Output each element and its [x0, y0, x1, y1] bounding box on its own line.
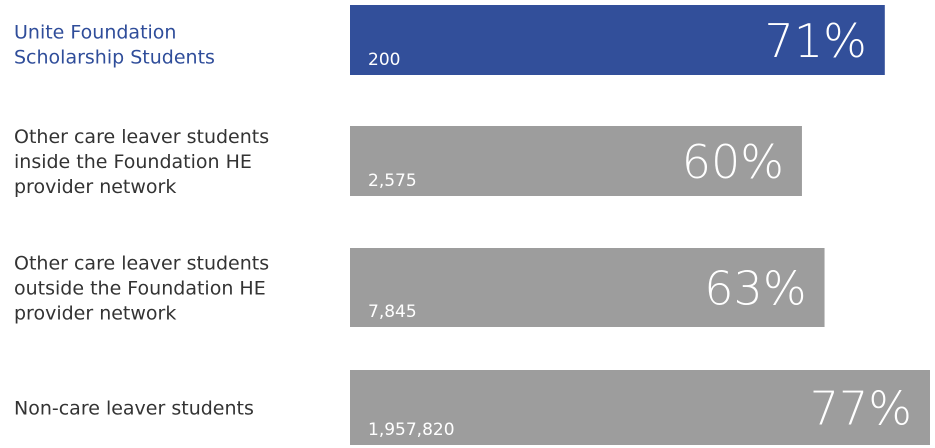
category-label: Scholarship Students — [14, 47, 215, 69]
bar — [350, 126, 802, 196]
category-label: Unite Foundation — [14, 22, 176, 44]
count-label: 1,957,820 — [368, 420, 455, 440]
bar — [350, 5, 885, 75]
value-label: 63% — [704, 262, 806, 316]
count-label: 2,575 — [368, 171, 417, 191]
category-label: Non-care leaver students — [14, 398, 254, 420]
value-label: 60% — [682, 135, 784, 189]
category-label: provider network — [14, 303, 176, 325]
category-label: Other care leaver students — [14, 253, 269, 275]
category-label: provider network — [14, 176, 176, 198]
value-label: 77% — [810, 382, 912, 436]
value-label: 71% — [765, 14, 867, 68]
bar — [350, 370, 930, 445]
count-label: 7,845 — [368, 302, 417, 322]
category-label: inside the Foundation HE — [14, 151, 252, 173]
count-label: 200 — [368, 50, 400, 70]
bar — [350, 248, 825, 327]
category-label: Other care leaver students — [14, 126, 269, 148]
category-label: outside the Foundation HE — [14, 278, 266, 300]
